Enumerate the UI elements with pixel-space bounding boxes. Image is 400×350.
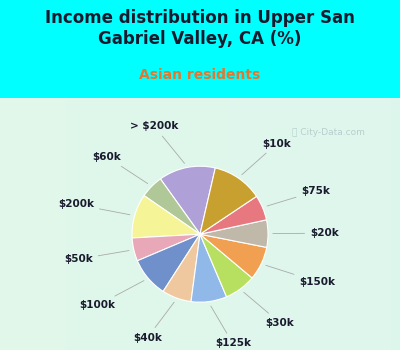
Text: $10k: $10k — [242, 139, 291, 175]
Text: Income distribution in Upper San
Gabriel Valley, CA (%): Income distribution in Upper San Gabriel… — [45, 9, 355, 48]
Wedge shape — [163, 234, 200, 302]
Wedge shape — [200, 234, 252, 297]
Wedge shape — [132, 234, 200, 261]
Wedge shape — [200, 220, 268, 247]
Wedge shape — [200, 168, 256, 234]
Wedge shape — [144, 179, 200, 234]
Text: $150k: $150k — [266, 265, 335, 287]
Text: $200k: $200k — [58, 199, 130, 215]
Text: Asian residents: Asian residents — [139, 68, 261, 82]
Text: $75k: $75k — [267, 186, 330, 206]
Wedge shape — [200, 234, 267, 278]
Text: ⓘ City-Data.com: ⓘ City-Data.com — [292, 128, 364, 137]
Text: > $200k: > $200k — [130, 121, 184, 163]
Wedge shape — [191, 234, 226, 302]
Text: $40k: $40k — [133, 302, 174, 343]
Text: $20k: $20k — [273, 228, 339, 238]
Wedge shape — [138, 234, 200, 291]
Text: $50k: $50k — [64, 251, 129, 264]
Wedge shape — [200, 196, 266, 234]
Wedge shape — [132, 196, 200, 238]
Text: $125k: $125k — [211, 306, 251, 348]
Text: $30k: $30k — [244, 292, 294, 328]
Text: $100k: $100k — [80, 281, 144, 310]
Text: $60k: $60k — [93, 152, 148, 184]
Wedge shape — [160, 166, 215, 234]
